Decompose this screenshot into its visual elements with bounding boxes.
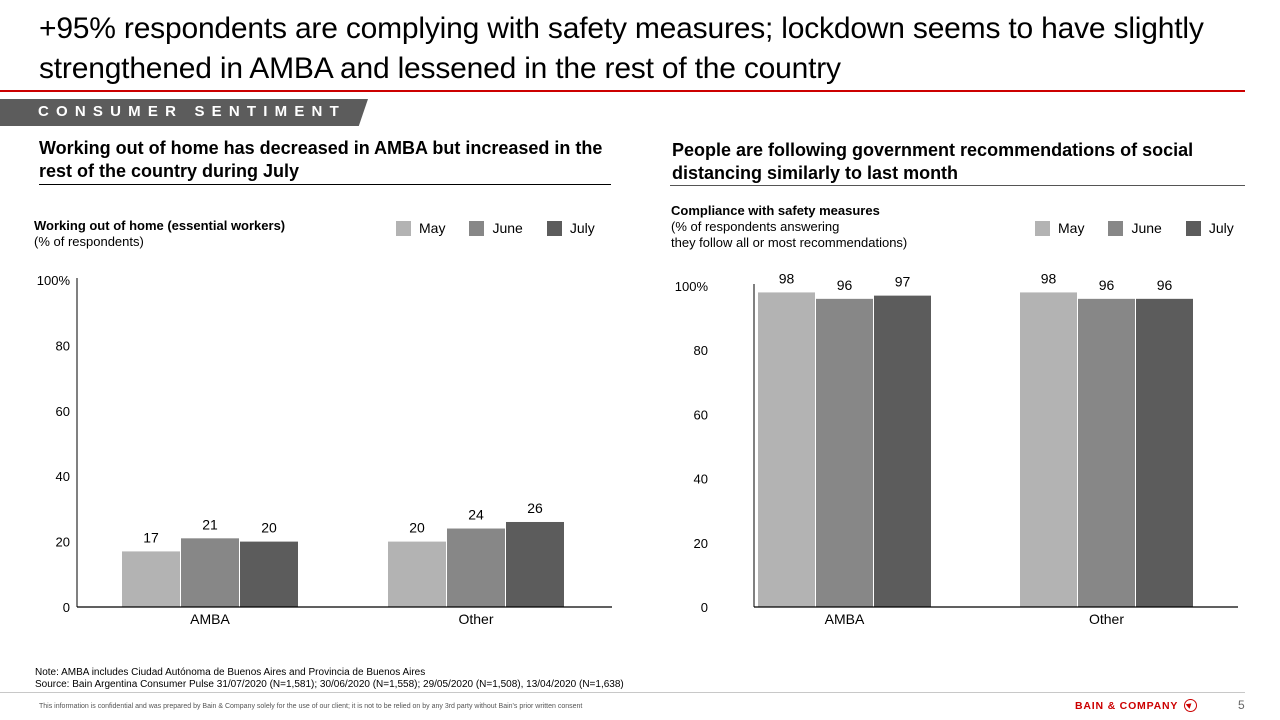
brand-name: BAIN & COMPANY: [1075, 699, 1179, 712]
bain-compass-icon: [1184, 699, 1198, 712]
legend-item-july: July: [1185, 220, 1234, 236]
x-category-label: Other: [458, 611, 493, 627]
bar-june-amba: [181, 538, 239, 607]
legend-item-june: June: [469, 220, 523, 236]
left-chart-subtitle: (% of respondents): [34, 234, 144, 249]
legend-label: May: [1058, 220, 1085, 236]
right-panel-divider: [670, 185, 1245, 186]
legend-swatch: [1108, 220, 1124, 236]
legend-swatch: [546, 220, 562, 236]
data-label: 98: [1041, 270, 1057, 286]
data-label: 97: [895, 274, 911, 290]
y-tick-label: 60: [56, 404, 70, 419]
legend-swatch: [1035, 220, 1050, 236]
bar-july-other: [1136, 298, 1193, 607]
legend-label: July: [1208, 220, 1234, 236]
bar-july-other: [506, 521, 564, 607]
left-panel-heading: Working out of home has decreased in AMB…: [39, 138, 603, 181]
y-tick-label: 60: [694, 407, 708, 422]
legend-item-may: May: [396, 220, 445, 236]
data-label: 96: [837, 277, 853, 293]
left-chart-title: Working out of home (essential workers): [34, 218, 286, 233]
bar-june-other: [1078, 298, 1135, 607]
data-label: 20: [261, 520, 277, 536]
data-label: 98: [779, 270, 795, 286]
legend-swatch: [1185, 220, 1201, 236]
page-number: 5: [1238, 698, 1245, 712]
left-bar-chart: 0 20 40 60 80 100% 17 21 20 AMBA 20 24 26 Other: [37, 273, 612, 627]
data-label: 26: [527, 500, 543, 516]
right-chart-subtitle-line2: they follow all or most recommendations): [671, 235, 908, 250]
bar-may-other: [388, 541, 446, 607]
legend-item-june: June: [1108, 220, 1162, 236]
y-tick-label: 100%: [675, 279, 709, 294]
right-chart-subtitle-line1: (% of respondents answering: [671, 219, 840, 234]
right-panel-heading: People are following government recommen…: [672, 140, 1194, 183]
legend-label: May: [419, 220, 446, 236]
slide-title: +95% respondents are complying with safe…: [39, 12, 1204, 85]
bar-june-other: [447, 528, 505, 607]
brand-logo: BAIN & COMPANY: [1075, 699, 1198, 712]
legend-swatch: [396, 220, 411, 236]
data-label: 20: [409, 520, 425, 536]
legend-label: June: [492, 220, 523, 236]
right-chart-title-block: Compliance with safety measures (% of re…: [671, 203, 907, 251]
bar-may-amba: [758, 292, 815, 607]
data-label: 96: [1099, 277, 1115, 293]
right-chart-title: Compliance with safety measures: [671, 203, 880, 218]
x-category-label: Other: [1089, 611, 1124, 627]
footnote-block: Note: AMBA includes Ciudad Autónoma de B…: [35, 667, 624, 691]
footnote-note: Note: AMBA includes Ciudad Autónoma de B…: [35, 667, 426, 678]
y-tick-label: 20: [56, 535, 70, 550]
y-tick-label: 40: [694, 472, 708, 487]
bar-may-other: [1020, 292, 1077, 607]
x-category-label: AMBA: [190, 611, 230, 627]
bar-july-amba: [874, 295, 931, 607]
legend-item-july: July: [546, 220, 595, 236]
y-tick-label: 40: [56, 469, 70, 484]
data-label: 96: [1157, 277, 1173, 293]
legend-label: July: [569, 220, 595, 236]
bar-may-amba: [122, 551, 180, 607]
bar-july-amba: [240, 541, 298, 607]
y-tick-label: 100%: [37, 273, 71, 288]
y-tick-label: 20: [694, 536, 708, 551]
left-chart-title-block: Working out of home (essential workers) …: [34, 218, 285, 250]
y-tick-label: 80: [694, 343, 708, 358]
data-label: 24: [468, 507, 484, 523]
right-bar-chart: 0 20 40 60 80 100% 98 96 97 AMBA 98 96 96 Other: [675, 270, 1238, 627]
title-divider: [0, 90, 1245, 92]
legend-item-may: May: [1035, 220, 1084, 236]
section-tag-label: CONSUMER SENTIMENT: [38, 103, 346, 120]
legend-label: June: [1131, 220, 1162, 236]
footer-divider: [0, 692, 1245, 693]
x-category-label: AMBA: [825, 611, 865, 627]
bar-june-amba: [816, 298, 873, 607]
data-label: 17: [143, 529, 159, 545]
footnote-source: Source: Bain Argentina Consumer Pulse 31…: [35, 679, 624, 690]
left-chart-legend: May June July: [396, 220, 595, 236]
data-label: 21: [202, 516, 218, 532]
section-tag: CONSUMER SENTIMENT: [0, 99, 368, 126]
confidentiality-disclaimer: This information is confidential and was…: [39, 703, 583, 710]
y-tick-label: 0: [63, 600, 70, 615]
y-tick-label: 80: [56, 338, 70, 353]
legend-swatch: [469, 220, 485, 236]
right-chart-legend: May June July: [1035, 220, 1234, 236]
y-tick-label: 0: [701, 600, 708, 615]
left-panel-divider: [39, 184, 611, 185]
